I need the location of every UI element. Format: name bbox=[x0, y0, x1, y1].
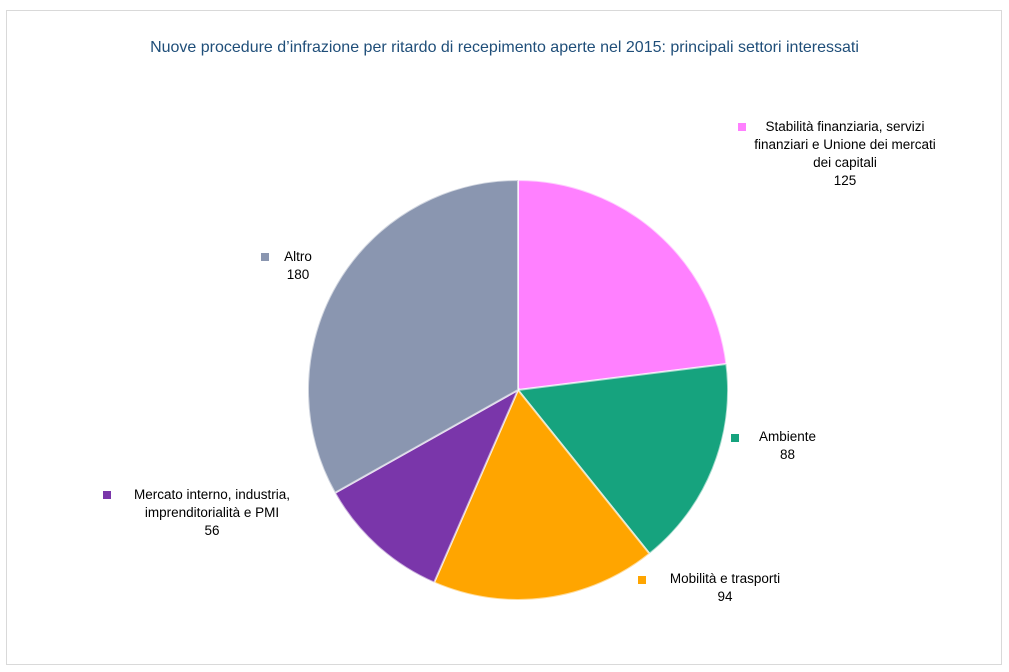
value-label: 94 bbox=[717, 589, 733, 604]
pie-slice bbox=[516, 362, 729, 556]
value-label: 88 bbox=[779, 447, 796, 462]
data-label: Altro 180 bbox=[268, 248, 328, 284]
value-label: 180 bbox=[286, 267, 310, 282]
category-label: Altro bbox=[284, 249, 312, 264]
legend-marker bbox=[103, 491, 111, 499]
pie-slice bbox=[517, 178, 728, 392]
pie-slice bbox=[333, 387, 521, 584]
chart-frame bbox=[6, 10, 1002, 665]
legend-marker bbox=[638, 576, 646, 584]
data-label: Ambiente 88 bbox=[735, 428, 840, 464]
pie-slice bbox=[432, 388, 651, 601]
legend-marker bbox=[731, 434, 739, 442]
chart-title-box: Nuove procedure d’infrazione per ritardo… bbox=[0, 38, 1009, 58]
value-label: 125 bbox=[833, 173, 857, 188]
chart-title: Nuove procedure d’infrazione per ritardo… bbox=[150, 39, 859, 56]
category-label: Mobilità e trasporti bbox=[669, 571, 781, 586]
legend-marker bbox=[738, 123, 746, 131]
data-label: Mobilità e trasporti 94 bbox=[645, 570, 805, 606]
data-label: Stabilità finanziaria, servizi finanziar… bbox=[750, 118, 940, 190]
category-label: Mercato interno, industria, imprenditori… bbox=[133, 487, 291, 520]
value-label: 56 bbox=[204, 523, 220, 538]
category-label: Stabilità finanziaria, servizi finanziar… bbox=[754, 119, 936, 170]
data-label: Mercato interno, industria, imprenditori… bbox=[112, 486, 312, 540]
legend-marker bbox=[261, 253, 269, 261]
category-label: Ambiente bbox=[758, 429, 817, 444]
pie-slice bbox=[307, 178, 519, 495]
